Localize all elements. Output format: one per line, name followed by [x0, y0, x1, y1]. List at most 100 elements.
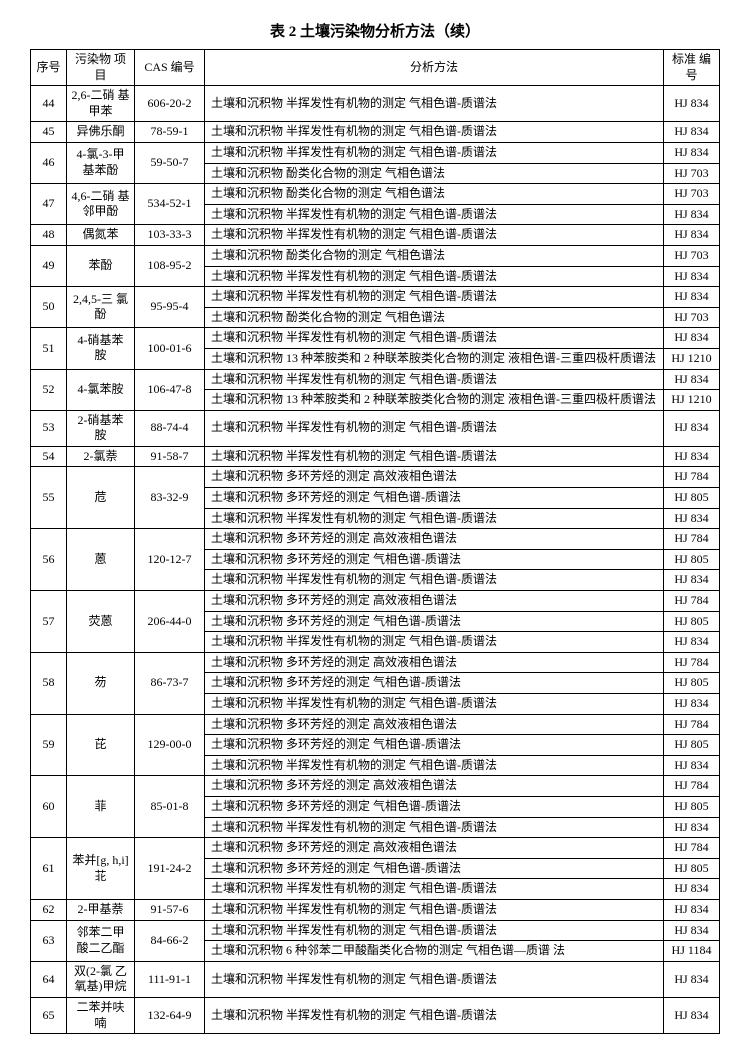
table-row: 64双(2-氯 乙氧基)甲烷111-91-1土壤和沉积物 半挥发性有机物的测定 …: [31, 961, 720, 997]
cell-std: HJ 703: [664, 307, 720, 328]
table-row: 55苊83-32-9土壤和沉积物 多环芳烃的测定 高效液相色谱法HJ 784: [31, 467, 720, 488]
header-cas: CAS 编号: [135, 50, 205, 86]
cell-std: HJ 805: [664, 611, 720, 632]
cell-cas: 91-58-7: [135, 446, 205, 467]
cell-name: 2-硝基苯 胺: [67, 410, 135, 446]
cell-cas: 111-91-1: [135, 961, 205, 997]
cell-method: 土壤和沉积物 多环芳烃的测定 气相色谱-质谱法: [205, 796, 664, 817]
header-seq: 序号: [31, 50, 67, 86]
cell-name: 二苯并呋 喃: [67, 997, 135, 1033]
cell-name: 2,6-二硝 基甲苯: [67, 86, 135, 122]
cell-std: HJ 784: [664, 591, 720, 612]
cell-seq: 57: [31, 591, 67, 653]
cell-name: 芘: [67, 714, 135, 776]
table-row: 59芘129-00-0土壤和沉积物 多环芳烃的测定 高效液相色谱法HJ 784: [31, 714, 720, 735]
cell-std: HJ 834: [664, 328, 720, 349]
cell-method: 土壤和沉积物 半挥发性有机物的测定 气相色谱-质谱法: [205, 204, 664, 225]
cell-std: HJ 834: [664, 287, 720, 308]
table-row: 63邻苯二甲 酸二乙酯84-66-2土壤和沉积物 半挥发性有机物的测定 气相色谱…: [31, 920, 720, 941]
table-row: 524-氯苯胺106-47-8土壤和沉积物 半挥发性有机物的测定 气相色谱-质谱…: [31, 369, 720, 390]
cell-cas: 100-01-6: [135, 328, 205, 369]
cell-name: 异佛乐酮: [67, 122, 135, 143]
cell-name: 荧蒽: [67, 591, 135, 653]
cell-std: HJ 784: [664, 776, 720, 797]
cell-seq: 53: [31, 410, 67, 446]
cell-method: 土壤和沉积物 半挥发性有机物的测定 气相色谱-质谱法: [205, 961, 664, 997]
cell-name: 2,4,5-三 氯酚: [67, 287, 135, 328]
table-row: 502,4,5-三 氯酚95-95-4土壤和沉积物 半挥发性有机物的测定 气相色…: [31, 287, 720, 308]
cell-name: 4-氯-3-甲 基苯酚: [67, 142, 135, 183]
cell-std: HJ 805: [664, 549, 720, 570]
cell-std: HJ 805: [664, 488, 720, 509]
cell-name: 苊: [67, 467, 135, 529]
cell-std: HJ 805: [664, 735, 720, 756]
cell-method: 土壤和沉积物 酚类化合物的测定 气相色谱法: [205, 184, 664, 205]
cell-name: 双(2-氯 乙氧基)甲烷: [67, 961, 135, 997]
cell-std: HJ 834: [664, 410, 720, 446]
cell-std: HJ 1210: [664, 348, 720, 369]
cell-method: 土壤和沉积物 多环芳烃的测定 高效液相色谱法: [205, 714, 664, 735]
cell-seq: 52: [31, 369, 67, 410]
cell-method: 土壤和沉积物 酚类化合物的测定 气相色谱法: [205, 245, 664, 266]
cell-cas: 88-74-4: [135, 410, 205, 446]
cell-cas: 91-57-6: [135, 899, 205, 920]
cell-cas: 78-59-1: [135, 122, 205, 143]
cell-cas: 84-66-2: [135, 920, 205, 961]
table-row: 57荧蒽206-44-0土壤和沉积物 多环芳烃的测定 高效液相色谱法HJ 784: [31, 591, 720, 612]
cell-method: 土壤和沉积物 半挥发性有机物的测定 气相色谱-质谱法: [205, 328, 664, 349]
cell-std: HJ 1184: [664, 941, 720, 962]
table-row: 56蒽120-12-7土壤和沉积物 多环芳烃的测定 高效液相色谱法HJ 784: [31, 529, 720, 550]
cell-cas: 103-33-3: [135, 225, 205, 246]
cell-std: HJ 784: [664, 652, 720, 673]
cell-std: HJ 834: [664, 694, 720, 715]
cell-seq: 47: [31, 184, 67, 225]
cell-method: 土壤和沉积物 酚类化合物的测定 气相色谱法: [205, 307, 664, 328]
cell-seq: 46: [31, 142, 67, 183]
table-row: 474,6-二硝 基邻甲酚534-52-1土壤和沉积物 酚类化合物的测定 气相色…: [31, 184, 720, 205]
cell-method: 土壤和沉积物 酚类化合物的测定 气相色谱法: [205, 163, 664, 184]
table-row: 464-氯-3-甲 基苯酚59-50-7土壤和沉积物 半挥发性有机物的测定 气相…: [31, 142, 720, 163]
table-row: 48偶氮苯103-33-3土壤和沉积物 半挥发性有机物的测定 气相色谱-质谱法H…: [31, 225, 720, 246]
cell-method: 土壤和沉积物 多环芳烃的测定 高效液相色谱法: [205, 529, 664, 550]
cell-std: HJ 1210: [664, 390, 720, 411]
cell-method: 土壤和沉积物 半挥发性有机物的测定 气相色谱-质谱法: [205, 508, 664, 529]
table-row: 542-氯萘91-58-7土壤和沉积物 半挥发性有机物的测定 气相色谱-质谱法H…: [31, 446, 720, 467]
cell-method: 土壤和沉积物 多环芳烃的测定 气相色谱-质谱法: [205, 488, 664, 509]
cell-cas: 191-24-2: [135, 838, 205, 900]
cell-seq: 58: [31, 652, 67, 714]
cell-std: HJ 834: [664, 122, 720, 143]
cell-method: 土壤和沉积物 半挥发性有机物的测定 气相色谱-质谱法: [205, 86, 664, 122]
cell-method: 土壤和沉积物 多环芳烃的测定 气相色谱-质谱法: [205, 735, 664, 756]
cell-method: 土壤和沉积物 半挥发性有机物的测定 气相色谱-质谱法: [205, 694, 664, 715]
cell-method: 土壤和沉积物 多环芳烃的测定 气相色谱-质谱法: [205, 549, 664, 570]
cell-std: HJ 805: [664, 858, 720, 879]
cell-std: HJ 834: [664, 508, 720, 529]
table-row: 61苯并[g, h,i]苝191-24-2土壤和沉积物 多环芳烃的测定 高效液相…: [31, 838, 720, 859]
cell-method: 土壤和沉积物 多环芳烃的测定 高效液相色谱法: [205, 776, 664, 797]
cell-name: 蒽: [67, 529, 135, 591]
cell-method: 土壤和沉积物 半挥发性有机物的测定 气相色谱-质谱法: [205, 122, 664, 143]
cell-seq: 64: [31, 961, 67, 997]
cell-seq: 61: [31, 838, 67, 900]
cell-seq: 62: [31, 899, 67, 920]
cell-method: 土壤和沉积物 半挥发性有机物的测定 气相色谱-质谱法: [205, 632, 664, 653]
cell-method: 土壤和沉积物 半挥发性有机物的测定 气相色谱-质谱法: [205, 570, 664, 591]
cell-cas: 206-44-0: [135, 591, 205, 653]
cell-std: HJ 784: [664, 467, 720, 488]
cell-std: HJ 834: [664, 879, 720, 900]
cell-name: 苯并[g, h,i]苝: [67, 838, 135, 900]
cell-cas: 83-32-9: [135, 467, 205, 529]
table-row: 65二苯并呋 喃132-64-9土壤和沉积物 半挥发性有机物的测定 气相色谱-质…: [31, 997, 720, 1033]
cell-method: 土壤和沉积物 多环芳烃的测定 气相色谱-质谱法: [205, 611, 664, 632]
cell-method: 土壤和沉积物 半挥发性有机物的测定 气相色谱-质谱法: [205, 266, 664, 287]
cell-method: 土壤和沉积物 多环芳烃的测定 气相色谱-质谱法: [205, 673, 664, 694]
cell-std: HJ 784: [664, 838, 720, 859]
header-std: 标准 编号: [664, 50, 720, 86]
cell-method: 土壤和沉积物 半挥发性有机物的测定 气相色谱-质谱法: [205, 446, 664, 467]
cell-std: HJ 834: [664, 755, 720, 776]
cell-cas: 95-95-4: [135, 287, 205, 328]
cell-std: HJ 834: [664, 266, 720, 287]
cell-method: 土壤和沉积物 半挥发性有机物的测定 气相色谱-质谱法: [205, 410, 664, 446]
cell-method: 土壤和沉积物 6 种邻苯二甲酸酯类化合物的测定 气相色谱—质谱 法: [205, 941, 664, 962]
cell-seq: 59: [31, 714, 67, 776]
